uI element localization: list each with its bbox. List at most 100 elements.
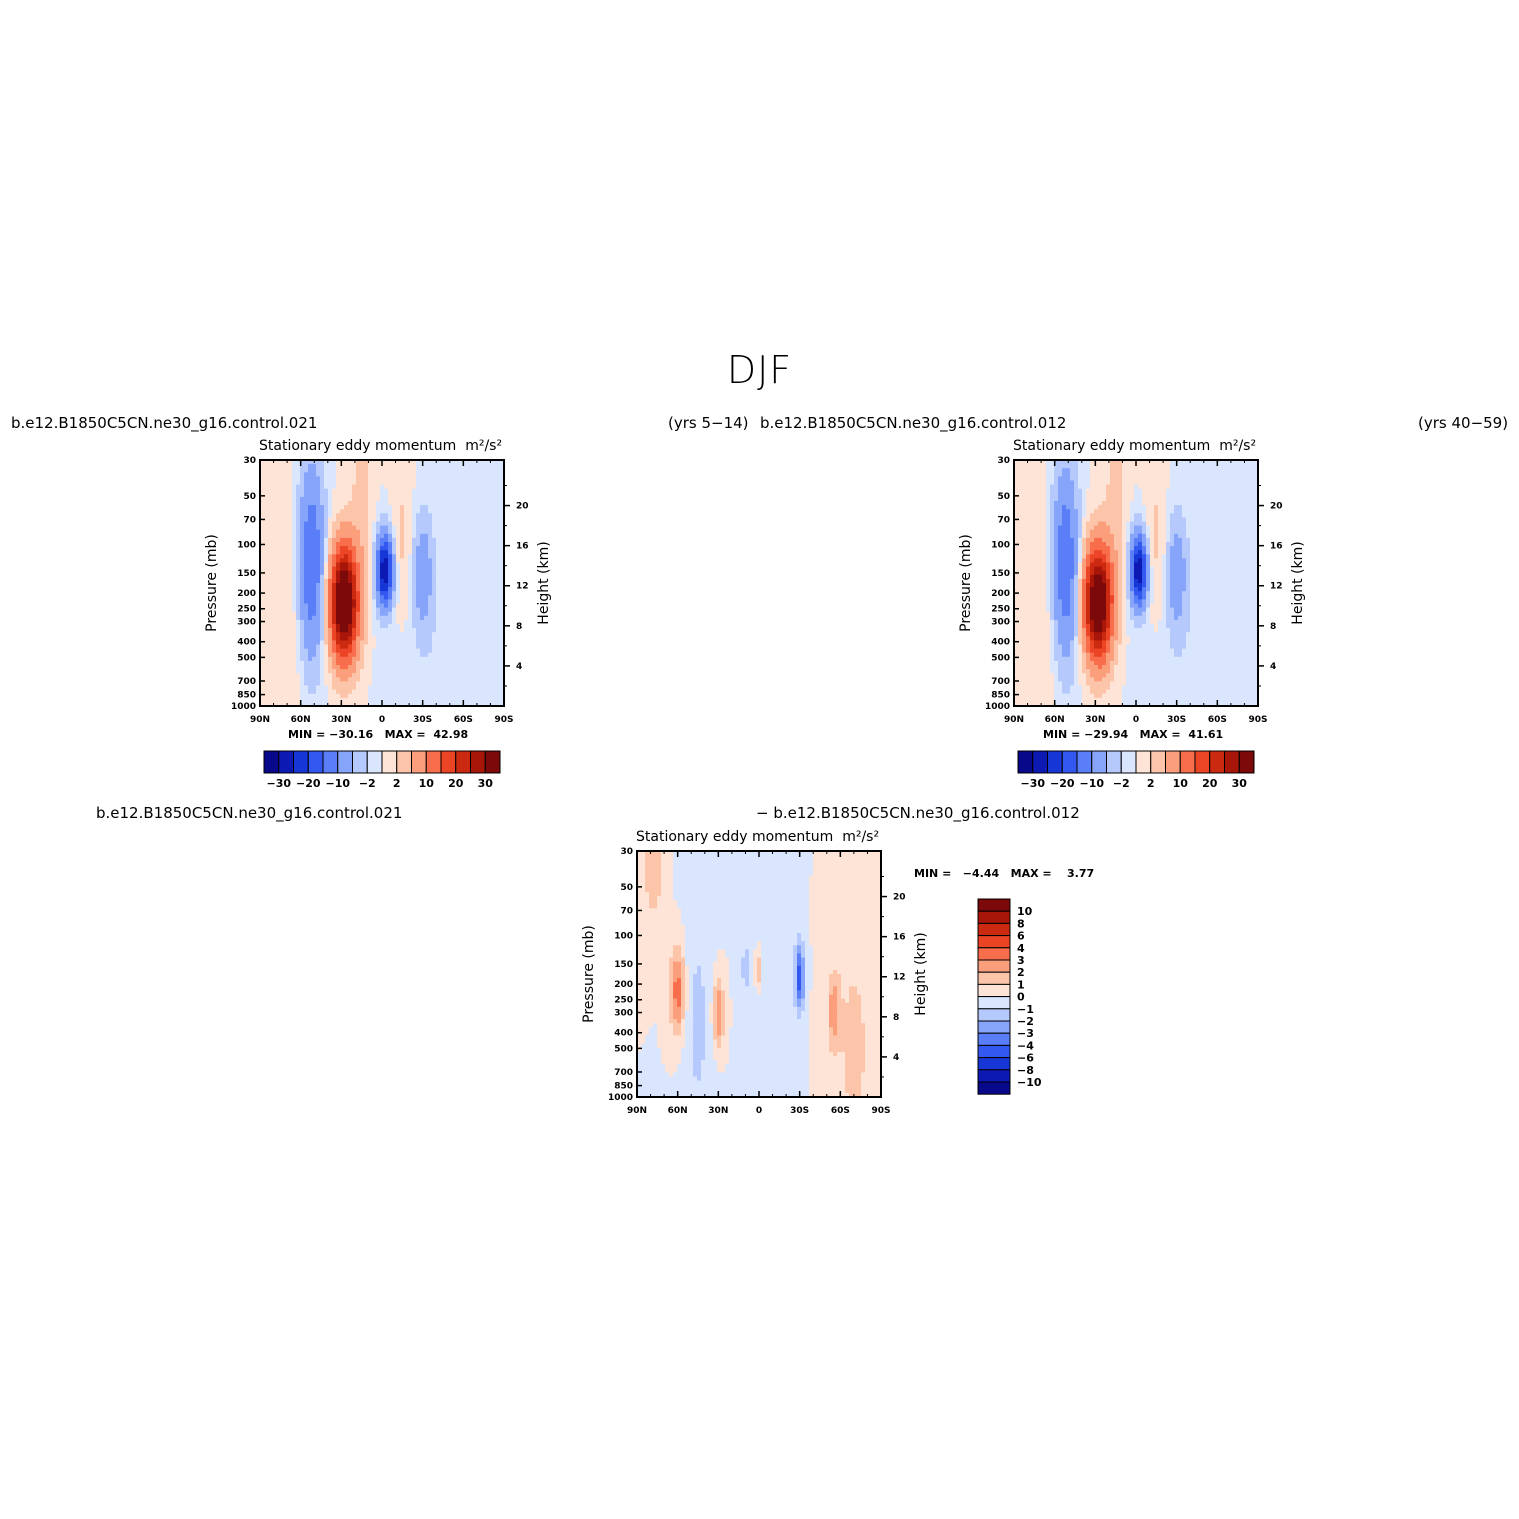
field-cell xyxy=(1110,496,1115,502)
field-cell xyxy=(428,464,433,469)
field-cell xyxy=(408,669,413,674)
field-cell xyxy=(312,484,317,490)
field-cell xyxy=(432,595,437,600)
field-cell xyxy=(392,615,397,621)
field-cell xyxy=(320,488,325,494)
field-cell xyxy=(364,468,369,473)
field-cell xyxy=(456,501,461,506)
field-cell xyxy=(440,624,445,629)
field-cell xyxy=(1162,517,1167,523)
field-cell xyxy=(268,624,273,629)
field-cell xyxy=(408,652,413,658)
field-cell xyxy=(420,587,425,592)
field-cell xyxy=(448,460,453,465)
field-cell xyxy=(280,464,285,469)
field-cell xyxy=(296,509,301,514)
field-cell xyxy=(340,628,345,633)
field-cell xyxy=(380,578,385,584)
field-cell xyxy=(424,501,429,506)
field-cell xyxy=(368,578,373,584)
field-cell xyxy=(336,628,341,633)
field-cell xyxy=(468,681,473,687)
field-cell xyxy=(444,509,449,514)
field-cell xyxy=(400,525,405,531)
field-cell xyxy=(1094,484,1099,490)
field-cell xyxy=(392,562,397,568)
field-cell xyxy=(440,550,445,555)
field-cell xyxy=(392,648,397,654)
field-cell xyxy=(1202,468,1207,473)
field-cell xyxy=(348,591,353,596)
field-cell xyxy=(272,492,277,498)
field-cell xyxy=(1138,521,1143,527)
field-cell xyxy=(336,660,341,666)
field-cell xyxy=(1042,505,1047,510)
field-cell xyxy=(476,636,481,641)
field-cell xyxy=(1146,529,1151,535)
field-cell xyxy=(260,546,265,551)
field-cell xyxy=(392,628,397,633)
field-cell xyxy=(324,636,329,641)
field-cell xyxy=(1146,460,1151,465)
field-cell xyxy=(352,570,357,576)
field-cell xyxy=(1174,521,1179,527)
panel2-max-value: 41.61 xyxy=(1188,728,1224,741)
field-cell xyxy=(1142,529,1147,535)
field-cell xyxy=(344,537,349,543)
field-cell xyxy=(1254,488,1259,494)
field-cell xyxy=(304,550,309,555)
field-cell xyxy=(260,562,265,568)
field-cell xyxy=(1166,460,1171,465)
field-cell xyxy=(348,587,353,592)
field-cell xyxy=(1194,517,1199,523)
field-cell xyxy=(424,546,429,551)
field-cell xyxy=(448,587,453,592)
field-cell xyxy=(308,537,313,543)
field-cell xyxy=(484,464,489,469)
field-cells xyxy=(260,460,505,707)
field-cell xyxy=(424,587,429,592)
field-cell xyxy=(476,701,481,707)
field-cell xyxy=(1082,464,1087,469)
field-cell xyxy=(424,656,429,662)
field-cell xyxy=(276,595,281,600)
field-cell xyxy=(344,685,349,691)
field-cell xyxy=(352,468,357,473)
field-cell xyxy=(288,546,293,551)
field-cell xyxy=(1102,460,1107,465)
field-cell xyxy=(292,488,297,494)
field-cell xyxy=(324,619,329,625)
field-cell xyxy=(420,636,425,641)
field-cell xyxy=(1130,492,1135,498)
field-cell xyxy=(1166,533,1171,539)
field-cell xyxy=(308,673,313,678)
field-cell xyxy=(1122,480,1127,486)
field-cell xyxy=(364,529,369,535)
field-cell xyxy=(372,697,377,703)
field-cell xyxy=(268,468,273,473)
field-cell xyxy=(372,570,377,576)
field-cell xyxy=(304,533,309,539)
field-cell xyxy=(464,611,469,617)
field-cell xyxy=(492,669,497,674)
field-cell xyxy=(296,583,301,588)
field-cell xyxy=(484,525,489,531)
field-cell xyxy=(372,603,377,609)
field-cell xyxy=(260,669,265,674)
field-cell xyxy=(432,615,437,621)
field-cell xyxy=(460,533,465,539)
field-cell xyxy=(340,587,345,592)
field-cell xyxy=(428,611,433,617)
field-cell xyxy=(456,472,461,477)
field-cell xyxy=(300,570,305,576)
field-cell xyxy=(1106,480,1111,486)
field-cell xyxy=(328,476,333,482)
field-cell xyxy=(1046,521,1051,527)
field-cell xyxy=(400,578,405,584)
field-cell xyxy=(440,521,445,527)
field-cell xyxy=(1022,476,1027,482)
field-cell xyxy=(404,697,409,703)
field-cell xyxy=(496,492,501,498)
field-cell xyxy=(288,488,293,494)
field-cell xyxy=(336,484,341,490)
